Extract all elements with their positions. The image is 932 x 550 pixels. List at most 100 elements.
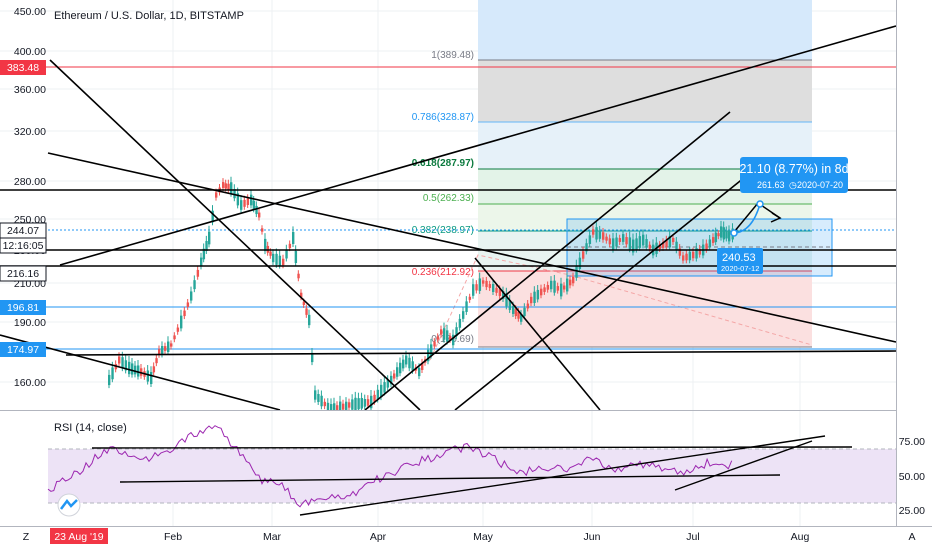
- candle-body: [380, 384, 383, 398]
- candle-body: [121, 357, 124, 369]
- candle-body: [498, 289, 502, 296]
- candle-body: [685, 253, 688, 261]
- countdown-tag[interactable]: 12:16:05: [0, 237, 47, 254]
- rsi-trend-4[interactable]: [674, 440, 813, 491]
- trend-lines[interactable]: [0, 25, 897, 411]
- rsi-trend-1[interactable]: [91, 446, 853, 449]
- clock-icon: ◷: [789, 180, 797, 190]
- candle-body: [550, 280, 553, 290]
- candle-body: [433, 341, 436, 347]
- start-date-tag[interactable]: 23 Aug '19: [50, 528, 108, 544]
- candle-body: [411, 361, 414, 371]
- candle-body: [566, 278, 569, 292]
- candle-body: [485, 280, 488, 288]
- projection-target[interactable]: [756, 200, 764, 208]
- projection-anchor[interactable]: [730, 229, 738, 237]
- candle-body: [196, 269, 200, 277]
- candle-body: [708, 239, 712, 248]
- candle-body: [402, 359, 405, 369]
- candle-body: [393, 373, 396, 379]
- candle-body: [118, 356, 121, 364]
- candle-body: [642, 234, 645, 246]
- time-axis[interactable]: [0, 526, 932, 550]
- candle-body: [575, 265, 578, 278]
- price-tag-line-a[interactable]: 216.16: [0, 265, 47, 282]
- rsi-ticks: 75.00 50.00 25.00: [899, 436, 925, 517]
- candle-body: [546, 285, 550, 290]
- candle-body: [224, 183, 228, 189]
- price-tick-label: 160.00: [14, 377, 46, 389]
- point-date: 2020-07-12: [721, 264, 759, 273]
- fib-label-0786: 0.786(328.87): [412, 112, 474, 123]
- candle-body: [585, 243, 588, 252]
- candle-body: [211, 210, 214, 223]
- fib-zone-top: [478, 0, 812, 60]
- candle-body: [675, 241, 678, 251]
- price-axis[interactable]: [896, 0, 932, 526]
- candle-body: [128, 361, 131, 375]
- trend-diagonal-2[interactable]: [47, 152, 897, 343]
- trend-horizontal-4[interactable]: [65, 350, 897, 356]
- candle-body: [111, 367, 114, 380]
- candle-body: [222, 182, 225, 188]
- candle-body: [131, 363, 134, 375]
- projection-label[interactable]: 21.10 (8.77%) in 8d 261.63 ◷ 2020-07-20: [739, 157, 849, 193]
- price-tick-label: 280.00: [14, 176, 46, 188]
- candle-body: [297, 273, 300, 279]
- price-tag-line-a-text: 216.16: [7, 268, 39, 280]
- price-tag-line-c[interactable]: 174.97: [0, 342, 46, 357]
- trend-diagonal-4[interactable]: [0, 334, 281, 411]
- candle-body: [560, 283, 563, 297]
- candle-body: [345, 401, 348, 410]
- rsi-trend-2[interactable]: [119, 474, 781, 483]
- time-tick-label: Feb: [164, 531, 182, 543]
- trend-diagonal-3[interactable]: [59, 25, 897, 266]
- fib-label-1: 1(389.48): [431, 50, 474, 61]
- zoom-button[interactable]: Z: [23, 531, 30, 543]
- candle-body: [728, 230, 731, 242]
- candle-body: [632, 239, 635, 253]
- candle-body: [517, 311, 520, 319]
- candle-body: [124, 360, 128, 371]
- price-tag-line-b[interactable]: 196.81: [0, 300, 46, 315]
- candle-body: [193, 280, 196, 290]
- fib-zone-gray: [478, 60, 812, 122]
- candle-body: [167, 341, 170, 352]
- candle-body: [536, 289, 540, 300]
- auto-scale-button[interactable]: A: [908, 531, 915, 543]
- candle-body: [465, 301, 468, 312]
- fib-label-05: 0.5(262.33): [423, 193, 474, 204]
- candle-body: [482, 280, 485, 284]
- candle-body: [200, 257, 203, 267]
- candle-body: [618, 238, 622, 242]
- candle-body: [714, 232, 718, 243]
- candle-body: [427, 349, 430, 362]
- candle-body: [688, 251, 692, 261]
- projection-date: 2020-07-20: [797, 180, 843, 190]
- time-tick-label: Mar: [263, 531, 282, 543]
- candle-body: [208, 231, 211, 245]
- trend-diagonal-5[interactable]: [474, 257, 601, 411]
- candle-body: [170, 343, 173, 347]
- candle-body: [472, 284, 475, 296]
- candle-body: [383, 382, 386, 393]
- rsi-title: RSI (14, close): [54, 422, 127, 434]
- rsi-trend-lines[interactable]: [91, 435, 853, 516]
- candle-body: [705, 243, 708, 250]
- channel-line-lower[interactable]: [454, 164, 761, 411]
- price-tag-red[interactable]: 383.48: [0, 60, 46, 75]
- channel-line-upper[interactable]: [364, 111, 731, 411]
- trend-diagonal-1[interactable]: [49, 59, 421, 411]
- price-tag-current[interactable]: 244.07: [0, 222, 47, 239]
- candle-body: [588, 235, 592, 244]
- candle-body: [722, 227, 726, 240]
- fib-zone-lightgreen: [478, 204, 812, 231]
- candle-body: [288, 243, 292, 249]
- candle-body: [443, 328, 446, 340]
- point-label[interactable]: 240.53 2020-07-12: [717, 248, 763, 274]
- rsi-trend-3[interactable]: [299, 435, 826, 516]
- candle-body: [339, 401, 342, 410]
- tradingview-logo-icon[interactable]: [57, 493, 81, 517]
- candle-body: [505, 293, 508, 307]
